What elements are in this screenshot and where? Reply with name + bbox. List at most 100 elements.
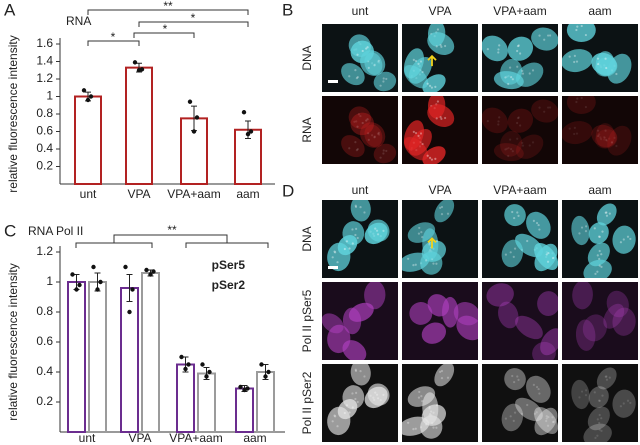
nucleus — [532, 341, 556, 360]
speckle — [535, 411, 538, 414]
speckle — [418, 390, 421, 394]
speckle — [605, 138, 608, 142]
nucleus — [591, 52, 617, 76]
nucleus — [427, 32, 455, 55]
nucleus — [501, 403, 524, 432]
nucleus — [534, 406, 558, 435]
speckle — [421, 142, 424, 146]
nucleus — [364, 282, 386, 310]
speckle — [516, 49, 519, 53]
speckle — [598, 428, 601, 431]
speckle — [354, 368, 357, 371]
speckle — [430, 410, 433, 413]
speckle — [545, 253, 548, 256]
speckle — [575, 60, 579, 63]
speckle — [516, 116, 520, 120]
speckle — [517, 378, 520, 381]
speckle — [532, 383, 535, 386]
x-tick-label: unt — [80, 187, 97, 201]
speckle — [531, 69, 535, 72]
data-point — [183, 366, 188, 372]
nucleus — [607, 125, 632, 156]
data-point — [242, 387, 247, 393]
speckle — [538, 34, 541, 37]
speckle — [355, 149, 358, 152]
speckle — [603, 138, 606, 141]
micrograph-bg — [562, 364, 638, 442]
data-point — [179, 354, 184, 360]
speckle — [516, 65, 519, 68]
speckle — [510, 75, 513, 79]
bar — [256, 371, 275, 433]
x-tick-label: unt — [79, 431, 96, 445]
error-bar — [126, 274, 133, 302]
speckle — [382, 152, 385, 155]
speckle — [575, 100, 578, 104]
speckle — [604, 211, 607, 214]
speckle — [608, 137, 611, 140]
speckle — [512, 419, 515, 423]
speckle — [593, 227, 596, 230]
nucleus — [526, 375, 551, 403]
speckle — [598, 399, 601, 402]
nucleus — [420, 415, 443, 439]
speckle — [504, 253, 508, 256]
micrograph — [402, 364, 478, 442]
nucleus — [493, 71, 524, 90]
speckle — [440, 45, 443, 48]
data-point — [263, 374, 268, 379]
nucleus — [482, 107, 508, 134]
speckle — [354, 69, 357, 72]
speckle — [598, 421, 601, 425]
speckle — [367, 138, 370, 141]
speckle — [533, 412, 537, 415]
y-axis-label: relative fluorescence intensity — [6, 263, 20, 420]
speckle — [526, 239, 529, 243]
nucleus — [341, 63, 365, 86]
micrograph — [402, 200, 478, 278]
nucleus — [342, 340, 367, 360]
speckle — [356, 400, 359, 404]
y-tick-label: 0.4 — [36, 141, 53, 155]
speckle — [365, 47, 368, 50]
speckle — [356, 236, 359, 240]
speckle — [598, 264, 601, 267]
speckle — [605, 378, 609, 381]
speckle — [516, 375, 519, 378]
nucleus — [409, 302, 433, 325]
nucleus — [534, 407, 558, 436]
speckle — [521, 144, 525, 147]
speckle — [343, 411, 346, 415]
y-tick-label: 0.2 — [36, 159, 53, 173]
bar — [141, 272, 160, 433]
nucleus — [350, 200, 371, 222]
speckle — [601, 394, 604, 397]
x-tick-label: aam — [236, 187, 259, 201]
significance-bracket — [87, 9, 249, 15]
speckle — [573, 54, 576, 57]
data-point — [95, 287, 100, 292]
nucleus — [531, 99, 558, 123]
speckle — [426, 154, 429, 157]
speckle — [538, 228, 541, 231]
speckle — [434, 85, 437, 88]
speckle — [379, 156, 382, 159]
nucleus — [515, 397, 543, 422]
scale-bar — [328, 266, 338, 269]
speckle — [498, 116, 501, 119]
speckle — [516, 137, 519, 140]
nucleus — [504, 204, 526, 227]
significance-bracket — [87, 40, 140, 46]
data-point — [241, 110, 247, 115]
speckle — [584, 33, 588, 37]
speckle — [348, 247, 351, 250]
speckle — [598, 235, 601, 238]
speckle — [435, 404, 439, 407]
speckle — [549, 34, 552, 37]
speckle — [507, 154, 510, 158]
row-label: Pol II pSer2 — [300, 371, 314, 434]
speckle — [505, 147, 508, 150]
speckle — [446, 376, 450, 379]
micrograph — [482, 364, 558, 442]
